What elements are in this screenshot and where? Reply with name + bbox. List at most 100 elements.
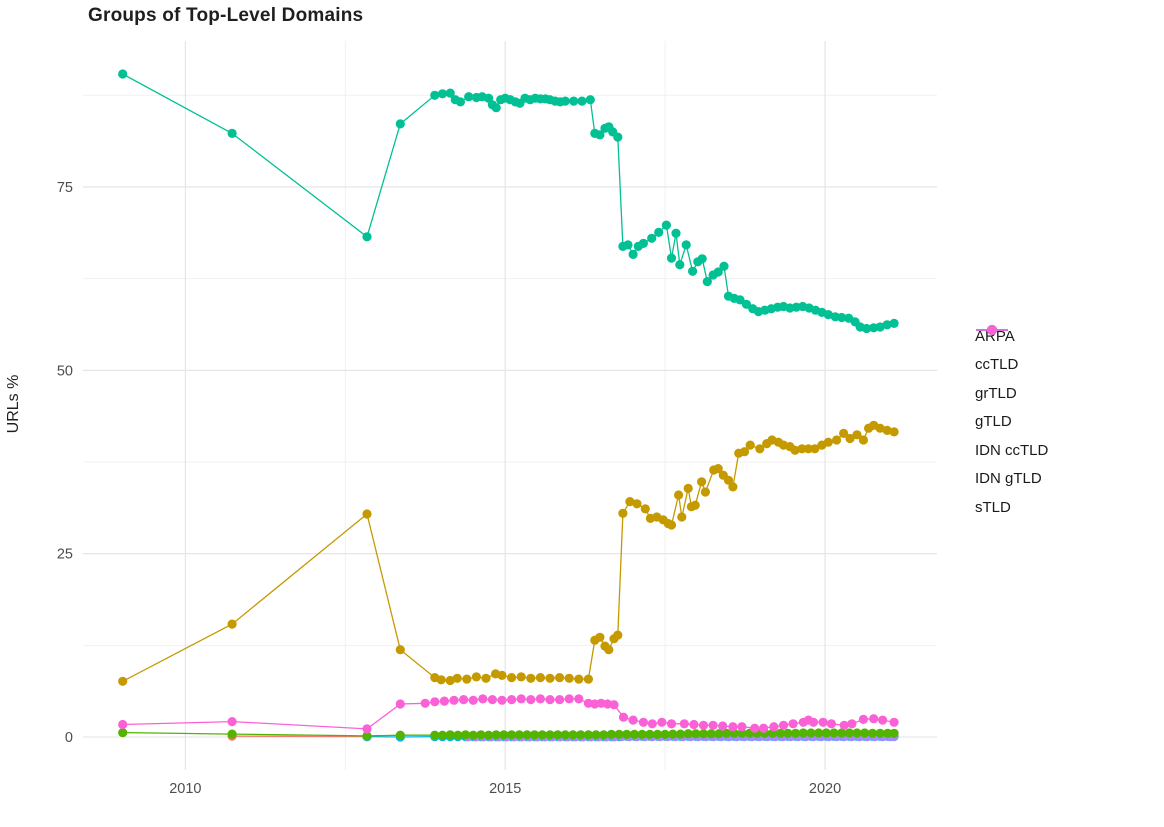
data-point xyxy=(430,90,440,100)
data-point xyxy=(698,729,709,739)
data-point xyxy=(677,512,687,522)
data-point xyxy=(826,719,837,729)
data-point xyxy=(638,238,649,248)
data-point xyxy=(455,97,465,107)
legend-label: IDN gTLD xyxy=(975,470,1042,488)
data-point xyxy=(564,694,574,704)
y-tick-label: 25 xyxy=(57,547,73,563)
data-point xyxy=(481,673,491,683)
data-point xyxy=(595,130,605,140)
data-point xyxy=(875,728,885,738)
x-tick-label: 2020 xyxy=(809,781,841,797)
data-point xyxy=(858,435,869,445)
series-line xyxy=(122,73,895,330)
data-point xyxy=(852,430,862,440)
data-point xyxy=(583,730,594,740)
data-point xyxy=(645,729,655,740)
legend-key-dot xyxy=(987,325,997,335)
data-point xyxy=(674,490,684,500)
data-point xyxy=(647,233,657,243)
chart-title: Groups of Top-Level Domains xyxy=(88,5,364,26)
data-point xyxy=(689,719,699,730)
data-point xyxy=(889,717,899,727)
data-point xyxy=(806,728,816,738)
data-point xyxy=(783,728,793,738)
data-point xyxy=(577,96,587,106)
legend-label: gTLD xyxy=(975,413,1012,431)
legend-label: sTLD xyxy=(975,498,1011,516)
data-point xyxy=(889,728,899,738)
data-point xyxy=(537,730,547,740)
legend-item-cctld: ccTLD xyxy=(975,325,1048,380)
data-point xyxy=(798,728,808,738)
data-point xyxy=(497,695,507,705)
data-point xyxy=(837,728,847,738)
data-point xyxy=(883,728,893,738)
data-point xyxy=(788,719,798,729)
data-point xyxy=(574,694,584,704)
series-stld xyxy=(118,694,899,734)
data-point xyxy=(660,729,670,740)
data-point xyxy=(666,520,677,530)
data-point xyxy=(745,440,755,450)
data-point xyxy=(637,729,647,740)
data-point xyxy=(737,722,747,732)
data-point xyxy=(661,220,672,230)
data-point xyxy=(657,717,667,727)
data-point xyxy=(739,447,750,457)
legend-label: ARPA xyxy=(975,327,1015,345)
data-point xyxy=(823,310,833,320)
data-point xyxy=(613,132,623,142)
data-point xyxy=(395,730,405,740)
data-point xyxy=(845,433,855,444)
data-point xyxy=(803,444,814,454)
data-point xyxy=(889,427,899,437)
data-point xyxy=(487,695,497,705)
data-point xyxy=(697,477,707,487)
data-point xyxy=(759,723,769,733)
data-point xyxy=(844,728,855,738)
data-point xyxy=(526,695,536,705)
data-point xyxy=(462,674,472,684)
data-point xyxy=(514,730,524,740)
data-point xyxy=(574,674,584,684)
data-point xyxy=(118,728,128,738)
series-line xyxy=(232,735,368,738)
data-point xyxy=(362,724,372,734)
data-point xyxy=(706,729,716,739)
legend-item-grtld: grTLD xyxy=(975,325,1048,408)
series-gtld xyxy=(118,69,899,334)
data-point xyxy=(526,673,536,683)
data-point xyxy=(755,444,765,454)
data-point xyxy=(453,730,463,740)
data-point xyxy=(437,89,448,99)
data-point xyxy=(769,722,779,732)
data-point xyxy=(698,720,709,730)
data-point xyxy=(606,729,617,740)
data-point xyxy=(671,228,681,238)
series-cctld xyxy=(118,420,899,686)
data-point xyxy=(507,695,517,705)
data-point xyxy=(595,632,605,642)
data-point xyxy=(882,320,892,330)
data-point xyxy=(445,730,455,740)
data-point xyxy=(718,721,728,731)
data-point xyxy=(675,729,686,739)
data-point xyxy=(810,444,820,454)
legend: ARPA ccTLD grTLD gTLD IDN ccTLD IDN gTLD sTLD xyxy=(975,322,1048,522)
data-point xyxy=(632,499,642,509)
data-point xyxy=(821,728,831,738)
data-point xyxy=(778,720,789,730)
data-point xyxy=(227,729,237,739)
data-point xyxy=(700,487,711,497)
data-point xyxy=(852,728,862,738)
data-point xyxy=(460,730,471,740)
data-point xyxy=(675,260,685,270)
data-point xyxy=(545,695,555,705)
data-point xyxy=(713,267,723,277)
data-point xyxy=(555,695,565,705)
y-tick-label: 75 xyxy=(57,180,73,196)
data-point xyxy=(652,729,663,740)
data-point xyxy=(560,730,570,740)
